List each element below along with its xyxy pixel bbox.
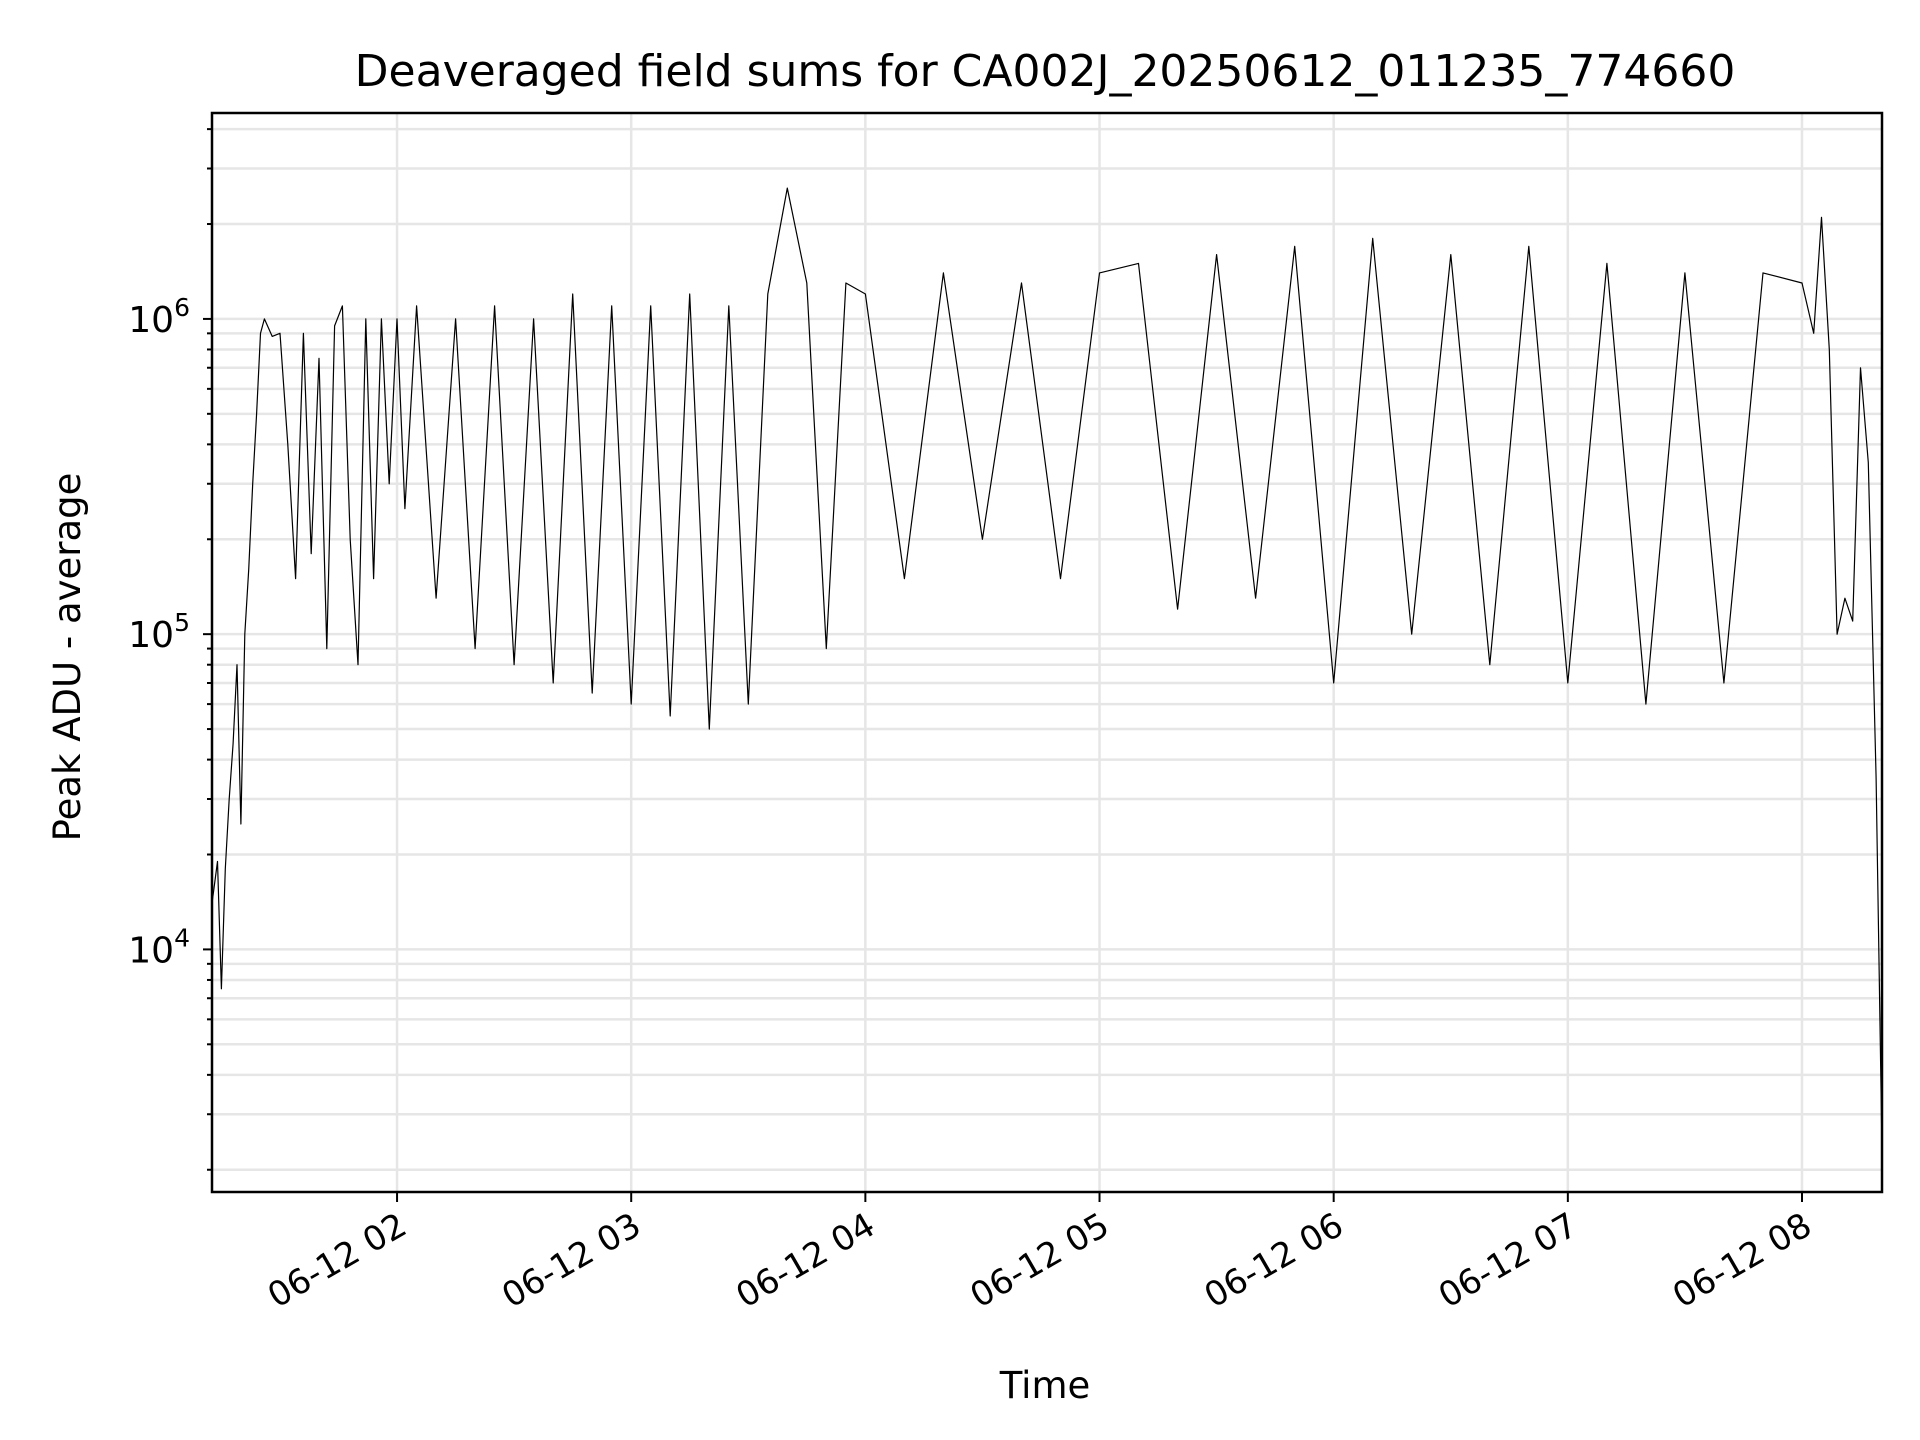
y-tick-label: 106 [128, 293, 190, 341]
y-axis: 104 105 106 [128, 128, 212, 1171]
y-axis-label: Peak ADU - average [46, 473, 89, 842]
grid [212, 113, 1882, 1192]
series-layer [211, 187, 1883, 1151]
plot-frame [210, 111, 1884, 1194]
series-line-0 [211, 187, 1883, 1151]
y-tick-label: 104 [128, 923, 190, 971]
y-tick-label: 105 [128, 608, 190, 656]
x-axis-label: Time [999, 1364, 1091, 1407]
chart-title: Deaveraged field sums for CA002J_2025061… [355, 46, 1736, 97]
